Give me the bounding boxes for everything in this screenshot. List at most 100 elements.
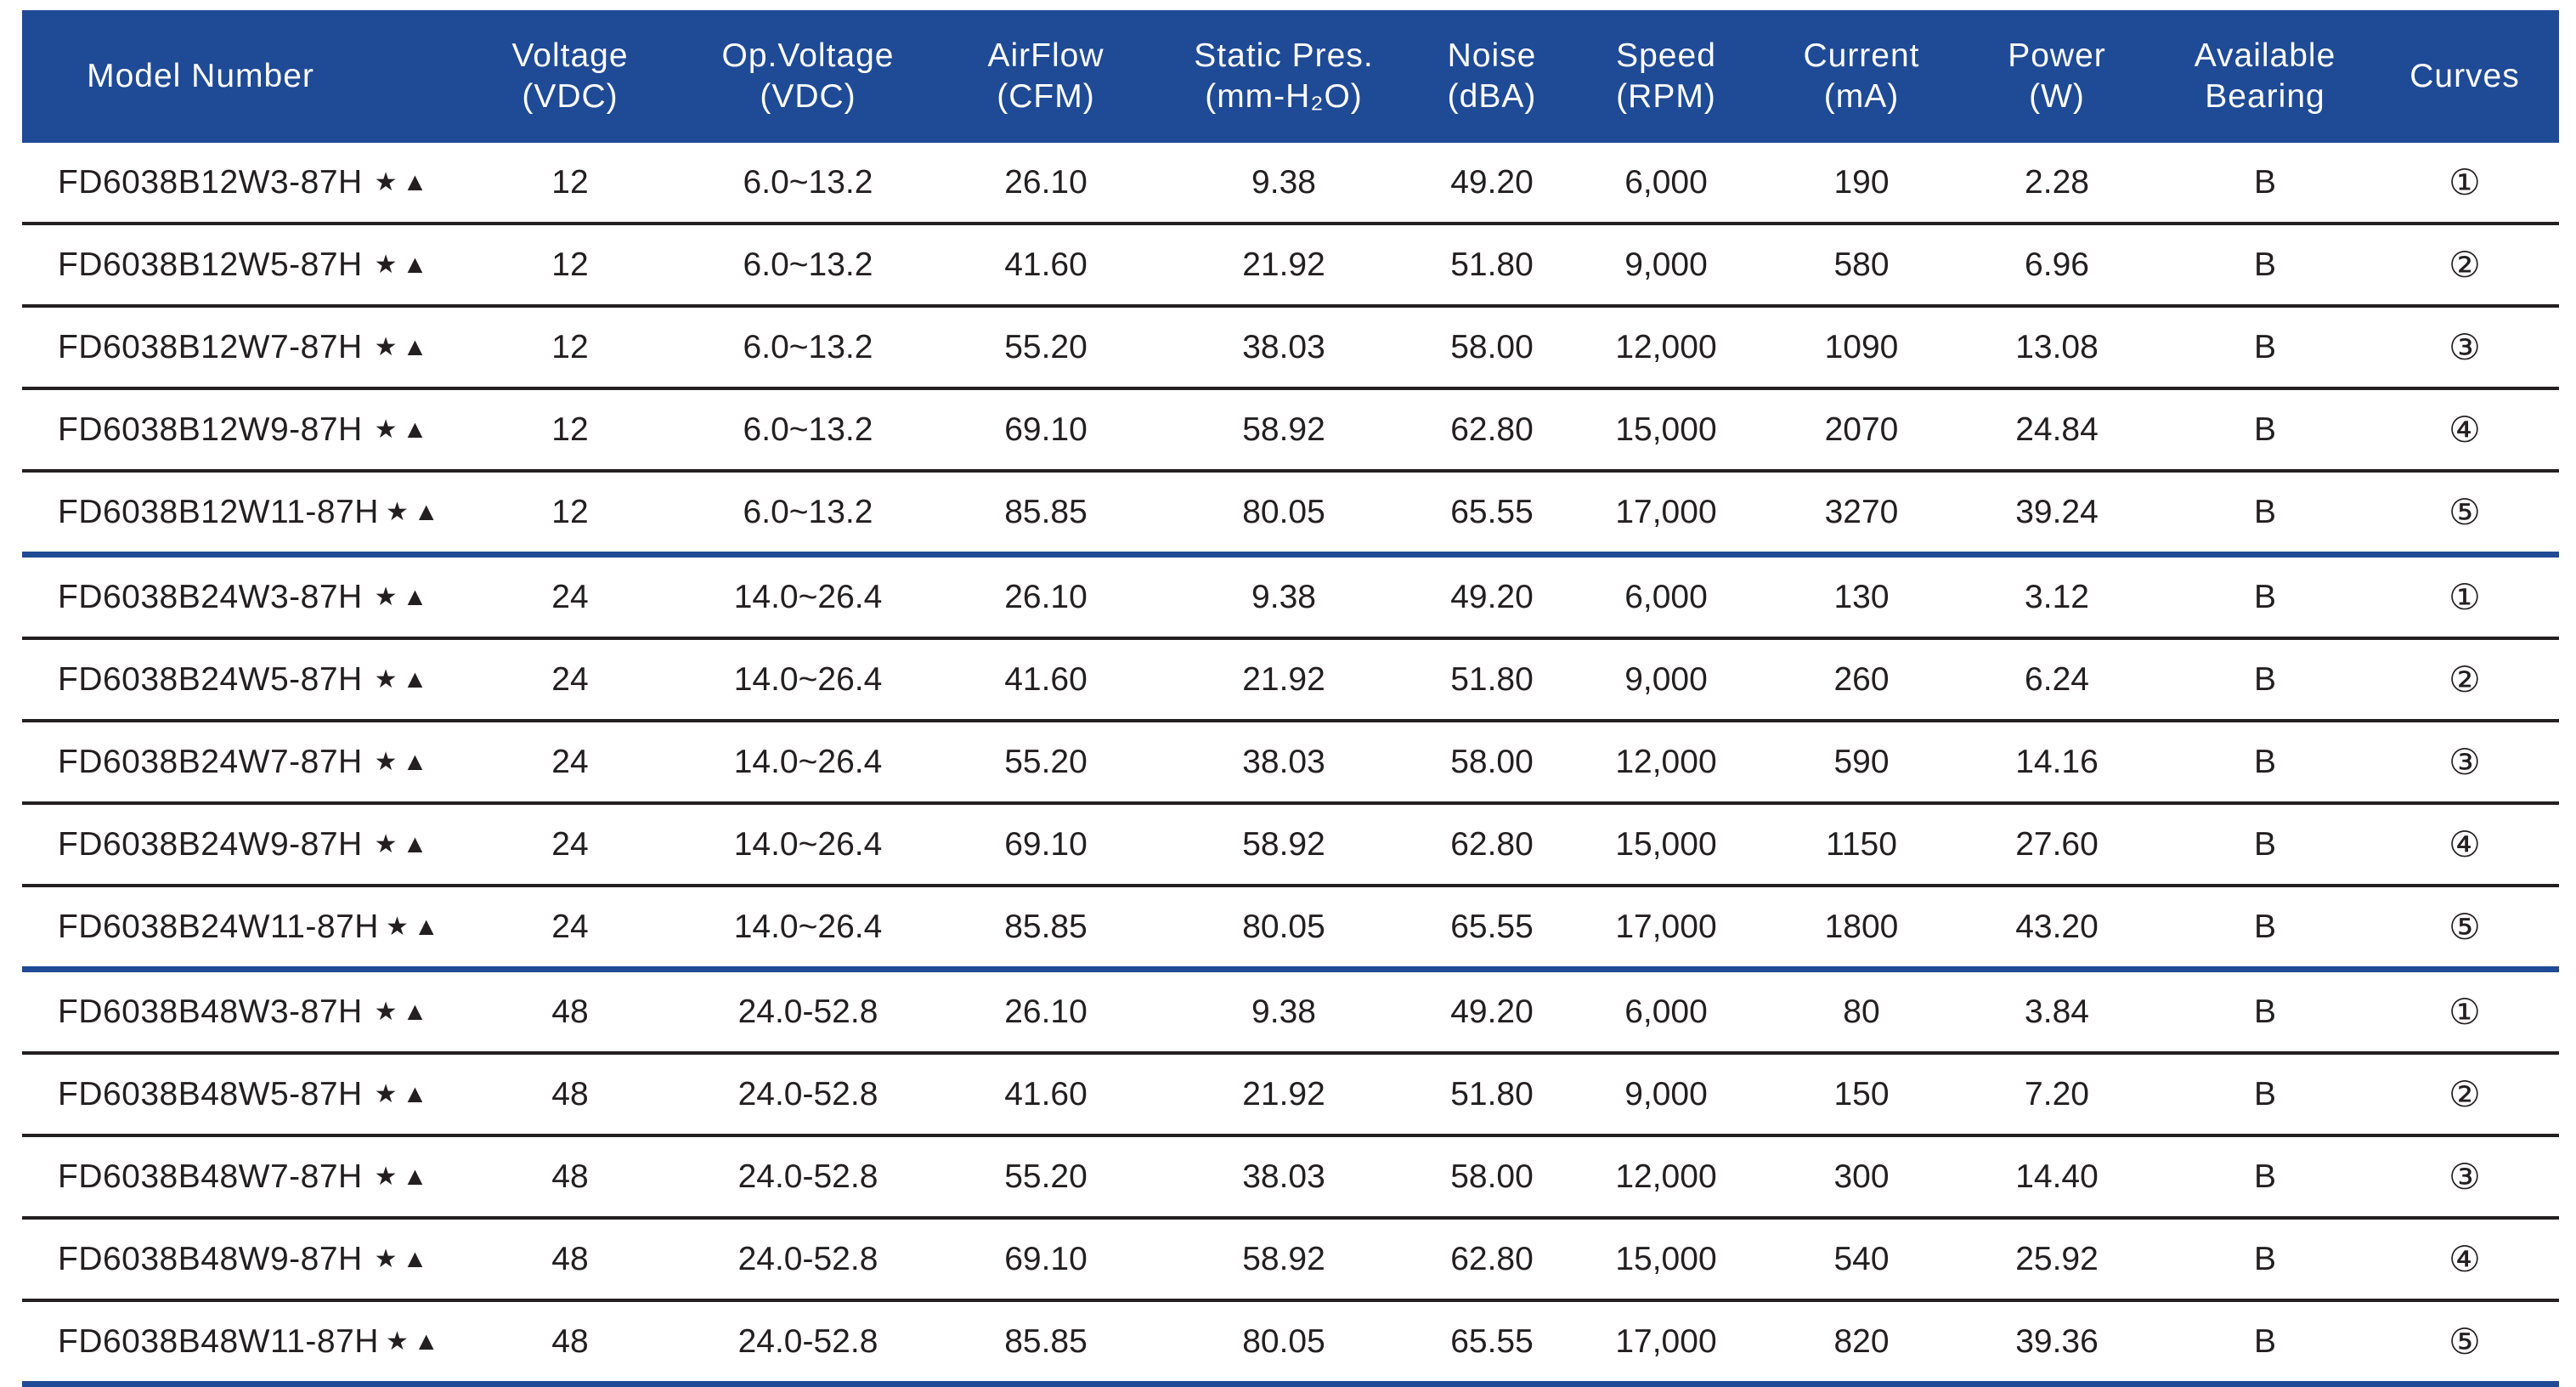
airflow-cell: 85.85 xyxy=(1004,908,1087,945)
header-unit: (VDC) xyxy=(522,78,619,115)
header-unit: (CFM) xyxy=(997,78,1095,115)
current-cell: 1090 xyxy=(1824,328,1899,365)
power-cell: 25.92 xyxy=(2015,1240,2099,1277)
model-number-cell: FD6038B12W5-87H ★▲ xyxy=(22,225,457,304)
current-cell: 590 xyxy=(1833,743,1890,780)
model-number-text: FD6038B48W9-87H xyxy=(58,1240,363,1277)
voltage-cell: 24 xyxy=(551,825,589,863)
header-unit: (dBA) xyxy=(1447,78,1537,115)
speed-cell: 12,000 xyxy=(1615,328,1717,365)
speed-cell: 17,000 xyxy=(1615,493,1717,530)
bearing-cell: B xyxy=(2253,410,2276,448)
op-voltage-cell: 24.0-52.8 xyxy=(737,1322,878,1360)
bearing-cell: B xyxy=(2253,660,2276,698)
table-row: FD6038B48W9-87H ★▲ 48 24.0-52.8 69.10 58.92 62… xyxy=(22,1220,2559,1302)
header-label: Curves xyxy=(2409,58,2520,94)
op-voltage-cell: 14.0~26.4 xyxy=(733,578,883,615)
speed-cell: 9,000 xyxy=(1624,246,1708,283)
static-pressure-cell: 21.92 xyxy=(1242,1075,1325,1112)
current-cell: 190 xyxy=(1833,163,1890,201)
bearing-cell: B xyxy=(2253,328,2276,365)
op-voltage-cell: 6.0~13.2 xyxy=(743,410,873,448)
model-number-cell: FD6038B48W7-87H ★▲ xyxy=(22,1137,457,1216)
noise-cell: 65.55 xyxy=(1450,493,1534,530)
noise-cell: 65.55 xyxy=(1450,1322,1534,1360)
voltage-cell: 12 xyxy=(551,328,589,365)
current-cell: 3270 xyxy=(1824,493,1899,530)
table-body: FD6038B12W3-87H ★▲ 12 6.0~13.2 26.10 9.38 49.2… xyxy=(22,143,2559,1387)
power-cell: 13.08 xyxy=(2015,328,2099,365)
model-number-cell: FD6038B24W3-87H ★▲ xyxy=(22,558,457,637)
bearing-cell: B xyxy=(2253,825,2276,863)
star-triangle-icon: ★▲ xyxy=(374,1080,433,1108)
model-number-text: FD6038B48W3-87H xyxy=(58,993,363,1030)
voltage-cell: 12 xyxy=(551,493,589,530)
noise-cell: 62.80 xyxy=(1450,410,1534,448)
current-cell: 150 xyxy=(1833,1075,1890,1112)
static-pressure-cell: 9.38 xyxy=(1251,163,1316,201)
star-triangle-icon: ★▲ xyxy=(374,1245,433,1273)
star-triangle-icon: ★▲ xyxy=(374,1163,433,1191)
power-cell: 2.28 xyxy=(2025,163,2089,201)
static-pressure-cell: 21.92 xyxy=(1242,246,1325,283)
star-triangle-icon: ★▲ xyxy=(374,748,433,776)
voltage-cell: 48 xyxy=(551,993,589,1030)
speed-cell: 6,000 xyxy=(1624,163,1708,201)
star-triangle-icon: ★▲ xyxy=(385,498,444,526)
airflow-cell: 85.85 xyxy=(1004,493,1087,530)
voltage-cell: 24 xyxy=(551,578,589,615)
power-cell: 43.20 xyxy=(2015,908,2099,945)
model-number-cell: FD6038B48W3-87H ★▲ xyxy=(22,972,457,1051)
power-cell: 39.24 xyxy=(2015,493,2099,530)
header-label: Power xyxy=(2008,37,2106,74)
header-label: Static Pres. xyxy=(1194,37,1374,74)
curve-number-icon: ④ xyxy=(2449,824,2481,865)
star-triangle-icon: ★▲ xyxy=(374,665,433,694)
voltage-cell: 12 xyxy=(551,410,589,448)
table-row: FD6038B12W7-87H ★▲ 12 6.0~13.2 55.20 38.03 58.… xyxy=(22,308,2559,390)
header-unit: (W) xyxy=(2029,78,2085,115)
noise-cell: 58.00 xyxy=(1450,743,1534,780)
curve-number-icon: ① xyxy=(2449,991,2481,1033)
model-number-cell: FD6038B12W3-87H ★▲ xyxy=(22,143,457,222)
power-cell: 6.96 xyxy=(2025,246,2089,283)
star-triangle-icon: ★▲ xyxy=(385,1328,444,1356)
header-curves: Curves xyxy=(2384,10,2545,143)
curve-number-icon: ③ xyxy=(2449,326,2481,368)
model-number-cell: FD6038B48W11-87H ★▲ xyxy=(22,1302,457,1381)
speed-cell: 6,000 xyxy=(1624,578,1708,615)
op-voltage-cell: 14.0~26.4 xyxy=(733,825,883,863)
star-triangle-icon: ★▲ xyxy=(374,333,433,361)
current-cell: 580 xyxy=(1833,246,1890,283)
power-cell: 24.84 xyxy=(2015,410,2099,448)
op-voltage-cell: 24.0-52.8 xyxy=(737,1240,878,1277)
static-pressure-cell: 38.03 xyxy=(1242,743,1325,780)
model-number-text: FD6038B12W5-87H xyxy=(58,246,363,283)
table-row: FD6038B48W5-87H ★▲ 48 24.0-52.8 41.60 21.92 51… xyxy=(22,1055,2559,1137)
table-row: FD6038B12W3-87H ★▲ 12 6.0~13.2 26.10 9.38 49.2… xyxy=(22,143,2559,225)
noise-cell: 58.00 xyxy=(1450,328,1534,365)
curve-number-icon: ② xyxy=(2449,659,2481,700)
noise-cell: 49.20 xyxy=(1450,163,1534,201)
table-row: FD6038B24W9-87H ★▲ 24 14.0~26.4 69.10 58.92 62… xyxy=(22,805,2559,887)
power-cell: 7.20 xyxy=(2025,1075,2089,1112)
op-voltage-cell: 24.0-52.8 xyxy=(737,1075,878,1112)
bearing-cell: B xyxy=(2253,1240,2276,1277)
table-row: FD6038B24W3-87H ★▲ 24 14.0~26.4 26.10 9.38 49.… xyxy=(22,558,2559,640)
curve-number-icon: ② xyxy=(2449,1073,2481,1115)
op-voltage-cell: 14.0~26.4 xyxy=(733,908,883,945)
header-power: Power (W) xyxy=(1976,10,2138,143)
current-cell: 1800 xyxy=(1824,908,1899,945)
curve-number-icon: ③ xyxy=(2449,1156,2481,1197)
bearing-cell: B xyxy=(2253,1158,2276,1195)
model-number-text: FD6038B12W3-87H xyxy=(58,163,363,201)
op-voltage-cell: 14.0~26.4 xyxy=(733,660,883,698)
current-cell: 540 xyxy=(1833,1240,1890,1277)
model-number-text: FD6038B24W11-87H xyxy=(58,908,379,945)
airflow-cell: 69.10 xyxy=(1004,825,1087,863)
model-number-text: FD6038B12W11-87H xyxy=(58,493,379,530)
power-cell: 6.24 xyxy=(2025,660,2089,698)
bearing-cell: B xyxy=(2253,246,2276,283)
star-triangle-icon: ★▲ xyxy=(374,251,433,279)
current-cell: 300 xyxy=(1833,1158,1890,1195)
